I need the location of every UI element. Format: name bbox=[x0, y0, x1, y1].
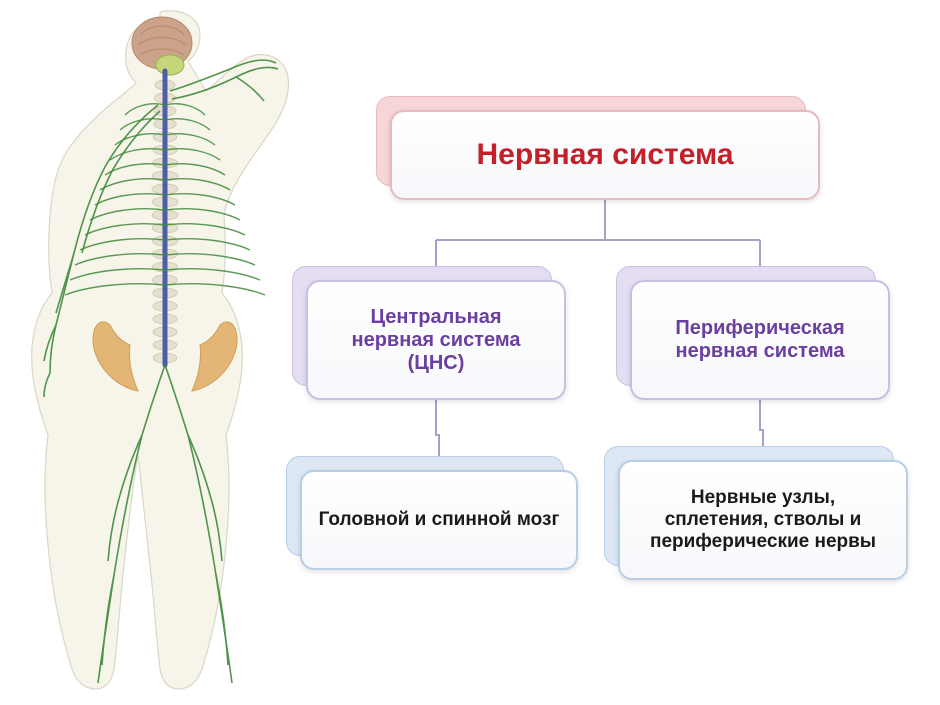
cns-node: Центральная нервная система (ЦНС) bbox=[306, 280, 566, 400]
hierarchy-chart: Нервная система Центральная нервная сист… bbox=[300, 70, 930, 690]
cns-leaf-node: Головной и спинной мозг bbox=[300, 470, 578, 570]
pns-leaf-label: Нервные узлы, сплетения, стволы и перифе… bbox=[650, 487, 876, 553]
cns-leaf-label: Головной и спинной мозг bbox=[319, 509, 560, 531]
pns-node: Периферическая нервная система bbox=[630, 280, 890, 400]
root-node: Нервная система bbox=[390, 110, 820, 200]
pns-leaf-node: Нервные узлы, сплетения, стволы и перифе… bbox=[618, 460, 908, 580]
root-label: Нервная система bbox=[476, 138, 733, 172]
pns-label: Периферическая нервная система bbox=[675, 317, 844, 363]
cerebellum bbox=[156, 55, 184, 75]
cns-label: Центральная нервная система (ЦНС) bbox=[352, 306, 521, 375]
anatomy-illustration bbox=[10, 5, 320, 695]
